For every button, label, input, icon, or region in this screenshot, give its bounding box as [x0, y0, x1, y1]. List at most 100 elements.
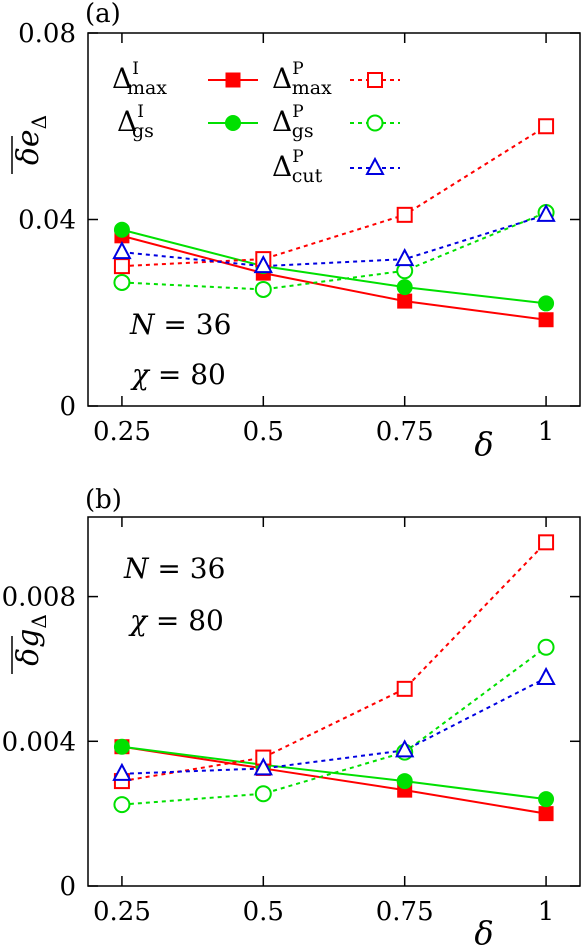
legend-marker [367, 72, 383, 88]
series-markers-P-gs [113, 638, 555, 814]
legend-label-sup: P [292, 59, 303, 79]
x-tick-label: 1 [538, 417, 555, 447]
data-point [538, 791, 555, 808]
data-point [253, 254, 273, 274]
legend-marker [225, 115, 241, 131]
legend-label-sup: P [292, 147, 303, 167]
series-markers-P-max [113, 118, 555, 275]
annotation-eq: = [147, 604, 188, 637]
legend-label-sub: cut [292, 165, 323, 187]
legend-label-main: Δ [112, 62, 132, 95]
legend-label-sub: max [127, 77, 167, 99]
series-line [121, 213, 547, 268]
legend-label-main: Δ [117, 105, 137, 138]
y-axis-label-text: δgΔ [11, 614, 51, 666]
series-markers-P-cut [112, 666, 556, 781]
annotation-var: χ [128, 604, 149, 637]
data-point [254, 280, 272, 298]
data-point [397, 293, 413, 309]
x-axis-label: δ [474, 914, 493, 948]
legend-label-main: Δ [272, 105, 292, 138]
annotation: N = 36 [123, 552, 225, 585]
data-point [396, 773, 413, 790]
series-line [121, 745, 547, 815]
panel-label: (a) [85, 0, 121, 29]
legend-label-main: Δ [272, 150, 292, 183]
annotation-val: 80 [190, 358, 226, 391]
annotation-var: N [123, 552, 150, 585]
annotation-eq: = [149, 358, 190, 391]
series-P-max [121, 541, 547, 783]
panel-label: (b) [85, 485, 122, 515]
annotation-val: 80 [188, 604, 224, 637]
y-axis-label-main: δg [11, 629, 46, 666]
plot-frame [87, 516, 581, 887]
data-point [254, 785, 272, 803]
y-tick-label: 0.04 [18, 206, 76, 236]
series-line [121, 211, 547, 291]
legend-label-sup: I [137, 102, 144, 122]
legend-label: ΔP cut [272, 147, 323, 187]
series-line [121, 228, 547, 305]
data-point [396, 206, 413, 223]
y-axis-label-main: δe [11, 129, 46, 165]
x-tick-label: 0.25 [93, 417, 151, 447]
data-point [396, 279, 413, 296]
y-tick-label: 0 [59, 392, 76, 422]
series-I-gs [121, 228, 547, 305]
x-tick-label: 0.75 [376, 417, 434, 447]
data-point [113, 796, 131, 814]
series-I-gs [121, 745, 547, 801]
data-point [113, 738, 130, 755]
legend-label-sup: P [292, 102, 303, 122]
series-P-cut [121, 677, 547, 775]
legend-item: ΔP gs [272, 102, 400, 142]
annotation-val: 36 [196, 308, 232, 341]
legend-label: ΔI max [112, 59, 167, 99]
legend-label: ΔP max [272, 59, 332, 99]
y-tick-label: 0.008 [2, 583, 76, 613]
x-tick-label: 0.5 [243, 417, 284, 447]
series-line [121, 234, 547, 321]
data-point [536, 203, 556, 222]
data-point [112, 762, 132, 781]
x-tick-label: 0.25 [93, 897, 151, 927]
data-point [396, 680, 413, 697]
data-point [113, 258, 130, 275]
legend-label-sub: max [292, 77, 332, 99]
data-point [537, 638, 555, 656]
series-line [121, 646, 547, 806]
annotation-var: χ [130, 358, 151, 391]
data-point [395, 739, 415, 758]
data-point [253, 757, 273, 776]
legend-label-sub: gs [132, 120, 154, 142]
y-axis-label-text: δeΔ [11, 115, 51, 165]
x-axis-label: δ [474, 425, 493, 463]
legend-label-sup: I [132, 59, 139, 79]
data-point [113, 221, 130, 238]
annotation: N = 36 [129, 308, 231, 341]
annotation-eq: = [149, 552, 190, 585]
x-tick-label: 0.5 [243, 897, 284, 927]
data-point [538, 312, 554, 328]
legend-item: ΔP max [272, 59, 400, 99]
data-point [112, 241, 132, 260]
annotation-eq: = [155, 308, 196, 341]
legend-item: ΔI max [112, 59, 258, 99]
annotation-val: 36 [190, 552, 226, 585]
legend-label: ΔP gs [272, 102, 314, 142]
legend-marker [365, 156, 385, 175]
legend-item: ΔP cut [272, 147, 400, 187]
series-line [121, 745, 547, 801]
legend-label-main: Δ [272, 62, 292, 95]
series-P-gs [121, 646, 547, 806]
series-line [121, 677, 547, 775]
series-markers-P-cut [112, 203, 556, 274]
annotation: χ = 80 [130, 358, 226, 391]
y-tick-label: 0 [59, 872, 76, 902]
data-point [395, 248, 415, 267]
